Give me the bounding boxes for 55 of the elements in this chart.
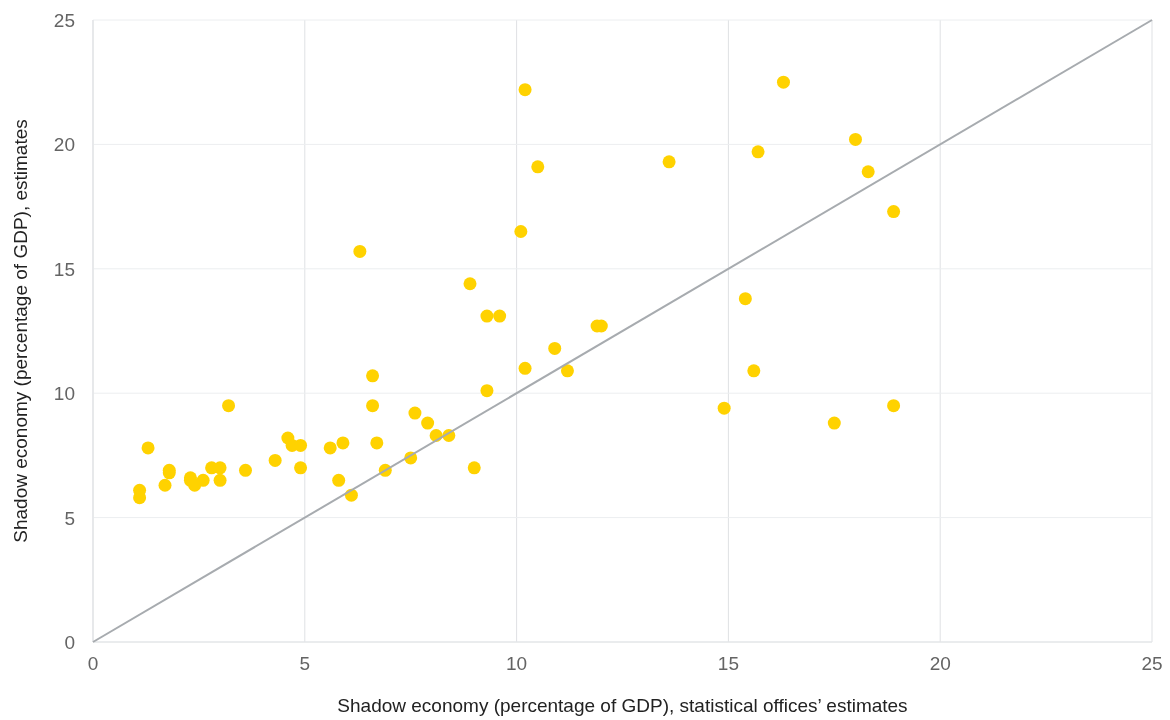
- x-tick-label: 25: [1141, 653, 1163, 674]
- y-tick-label: 15: [53, 258, 75, 280]
- y-tick-label: 10: [53, 383, 75, 405]
- point: [662, 155, 676, 169]
- point: [323, 441, 337, 455]
- point: [848, 132, 862, 146]
- x-tick-label: 10: [506, 653, 528, 674]
- point: [366, 369, 380, 383]
- point: [294, 438, 308, 452]
- y-tick-label: 0: [64, 632, 75, 653]
- y-axis-title: Shadow economy (percentage of GDP), estimates: [10, 119, 31, 543]
- point: [738, 292, 752, 306]
- y-tick-label: 20: [53, 134, 75, 156]
- point: [548, 341, 562, 355]
- point: [366, 399, 380, 413]
- point: [294, 461, 308, 475]
- point: [408, 406, 422, 420]
- y-tick-label: 25: [53, 10, 75, 31]
- point: [353, 244, 367, 258]
- point: [531, 160, 545, 174]
- point: [196, 473, 210, 487]
- point: [370, 436, 384, 450]
- point: [421, 416, 435, 430]
- point: [480, 309, 494, 323]
- x-tick-label: 0: [87, 653, 99, 674]
- point: [717, 401, 731, 415]
- point: [336, 436, 350, 450]
- point: [493, 309, 507, 323]
- x-tick-label: 20: [929, 653, 951, 674]
- point: [518, 361, 532, 375]
- point: [560, 364, 574, 378]
- point: [747, 364, 761, 378]
- point: [861, 165, 875, 179]
- point: [518, 83, 532, 97]
- point: [463, 277, 477, 291]
- x-tick-label: 15: [717, 653, 739, 674]
- point: [133, 491, 147, 505]
- point: [467, 461, 481, 475]
- y-tick-label: 5: [64, 507, 75, 529]
- point: [222, 399, 236, 413]
- x-axis-title: Shadow economy (percentage of GDP), statistical offices’ estimates: [337, 695, 908, 716]
- point: [827, 416, 841, 430]
- point: [480, 384, 494, 398]
- point: [887, 399, 901, 413]
- point: [268, 453, 282, 467]
- point: [213, 473, 227, 487]
- point: [141, 441, 155, 455]
- x-tick-label: 5: [299, 653, 311, 674]
- point: [514, 224, 528, 238]
- point: [751, 145, 765, 159]
- point: [158, 478, 172, 492]
- point: [776, 75, 790, 89]
- point: [332, 473, 346, 487]
- point: [239, 463, 252, 477]
- point: [887, 205, 901, 219]
